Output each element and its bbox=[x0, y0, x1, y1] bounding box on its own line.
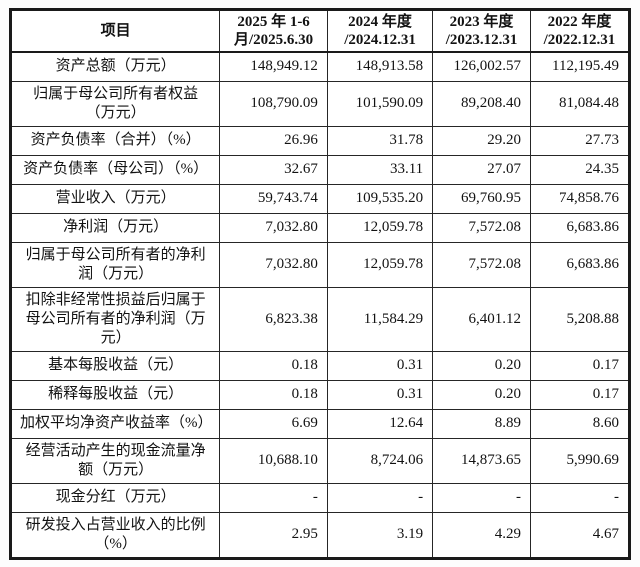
value-cell: 0.18 bbox=[219, 350, 328, 381]
value-cell: - bbox=[326, 482, 434, 513]
table-row: 归属于母公司所有者的净利润（万元） 7,032.80 12,059.78 7,572.… bbox=[9, 241, 631, 288]
value-cell: 29.20 bbox=[432, 125, 531, 156]
value-cell: 0.17 bbox=[529, 350, 631, 381]
table-row: 净利润（万元） 7,032.80 12,059.78 7,572.08 6,683.86 bbox=[9, 212, 631, 243]
table-row: 稀释每股收益（元） 0.18 0.31 0.20 0.17 bbox=[9, 379, 631, 410]
value-cell: 7,032.80 bbox=[219, 241, 328, 288]
row-label: 基本每股收益（元） bbox=[9, 350, 221, 381]
value-cell: 6,401.12 bbox=[432, 286, 531, 352]
row-label: 资产总额（万元） bbox=[9, 51, 221, 82]
value-cell: 112,195.49 bbox=[529, 51, 631, 82]
row-label: 资产负债率（母公司）（%） bbox=[9, 154, 221, 185]
table-row: 资产负债率（母公司）（%） 32.67 33.11 27.07 24.35 bbox=[9, 154, 631, 185]
value-cell: 31.78 bbox=[326, 125, 434, 156]
row-label: 资产负债率（合并）（%） bbox=[9, 125, 221, 156]
value-cell: 5,208.88 bbox=[529, 286, 631, 352]
row-label: 现金分红（万元） bbox=[9, 482, 221, 513]
table-row: 资产负债率（合并）（%） 26.96 31.78 29.20 27.73 bbox=[9, 125, 631, 156]
financial-summary-table: 项目 2025 年 1-6 月/2025.6.30 2024 年度 /2024.… bbox=[9, 8, 631, 560]
value-cell: 7,572.08 bbox=[432, 212, 531, 243]
row-label: 加权平均净资产收益率（%） bbox=[9, 408, 221, 439]
value-cell: 59,743.74 bbox=[219, 183, 328, 214]
header-cell-2023: 2023 年度 /2023.12.31 bbox=[432, 9, 531, 53]
value-cell: - bbox=[219, 482, 328, 513]
value-cell: 27.73 bbox=[529, 125, 631, 156]
value-cell: 24.35 bbox=[529, 154, 631, 185]
value-cell: - bbox=[529, 482, 631, 513]
row-label: 净利润（万元） bbox=[9, 212, 221, 243]
value-cell: 14,873.65 bbox=[432, 437, 531, 484]
value-cell: 8.89 bbox=[432, 408, 531, 439]
value-cell: 27.07 bbox=[432, 154, 531, 185]
value-cell: 33.11 bbox=[326, 154, 434, 185]
row-label: 经营活动产生的现金流量净额（万元） bbox=[9, 437, 221, 484]
value-cell: 0.18 bbox=[219, 379, 328, 410]
header-cell-2024: 2024 年度 /2024.12.31 bbox=[326, 9, 434, 53]
value-cell: 0.20 bbox=[432, 350, 531, 381]
value-cell: 74,858.76 bbox=[529, 183, 631, 214]
header-cell-2022: 2022 年度 /2022.12.31 bbox=[529, 9, 631, 53]
table-row: 加权平均净资产收益率（%） 6.69 12.64 8.89 8.60 bbox=[9, 408, 631, 439]
value-cell: 81,084.48 bbox=[529, 80, 631, 127]
value-cell: 32.67 bbox=[219, 154, 328, 185]
value-cell: 69,760.95 bbox=[432, 183, 531, 214]
value-cell: 12,059.78 bbox=[326, 241, 434, 288]
table-row: 研发投入占营业收入的比例（%） 2.95 3.19 4.29 4.67 bbox=[9, 511, 631, 559]
value-cell: 6,683.86 bbox=[529, 241, 631, 288]
value-cell: 2.95 bbox=[219, 511, 328, 559]
value-cell: 148,913.58 bbox=[326, 51, 434, 82]
value-cell: 148,949.12 bbox=[219, 51, 328, 82]
value-cell: 0.17 bbox=[529, 379, 631, 410]
value-cell: 4.67 bbox=[529, 511, 631, 559]
table-body: 资产总额（万元） 148,949.12 148,913.58 126,002.57 11… bbox=[9, 51, 631, 559]
row-label: 扣除非经常性损益后归属于母公司所有者的净利润（万元） bbox=[9, 286, 221, 352]
table-row: 现金分红（万元） - - - - bbox=[9, 482, 631, 513]
value-cell: 12,059.78 bbox=[326, 212, 434, 243]
row-label: 归属于母公司所有者权益（万元） bbox=[9, 80, 221, 127]
value-cell: 126,002.57 bbox=[432, 51, 531, 82]
table-row: 基本每股收益（元） 0.18 0.31 0.20 0.17 bbox=[9, 350, 631, 381]
row-label: 归属于母公司所有者的净利润（万元） bbox=[9, 241, 221, 288]
value-cell: 5,990.69 bbox=[529, 437, 631, 484]
table-row: 营业收入（万元） 59,743.74 109,535.20 69,760.95 74,8… bbox=[9, 183, 631, 214]
value-cell: 0.31 bbox=[326, 350, 434, 381]
table-row: 经营活动产生的现金流量净额（万元） 10,688.10 8,724.06 14,873… bbox=[9, 437, 631, 484]
row-label: 研发投入占营业收入的比例（%） bbox=[9, 511, 221, 559]
value-cell: 109,535.20 bbox=[326, 183, 434, 214]
header-row: 项目 2025 年 1-6 月/2025.6.30 2024 年度 /2024.… bbox=[9, 9, 631, 53]
value-cell: 12.64 bbox=[326, 408, 434, 439]
value-cell: 7,572.08 bbox=[432, 241, 531, 288]
table-row: 扣除非经常性损益后归属于母公司所有者的净利润（万元） 6,823.38 11,584… bbox=[9, 286, 631, 352]
value-cell: 8,724.06 bbox=[326, 437, 434, 484]
header-cell-item: 项目 bbox=[9, 9, 221, 53]
value-cell: 0.20 bbox=[432, 379, 531, 410]
header-cell-2025: 2025 年 1-6 月/2025.6.30 bbox=[219, 9, 328, 53]
value-cell: 3.19 bbox=[326, 511, 434, 559]
value-cell: 7,032.80 bbox=[219, 212, 328, 243]
value-cell: - bbox=[432, 482, 531, 513]
value-cell: 101,590.09 bbox=[326, 80, 434, 127]
value-cell: 0.31 bbox=[326, 379, 434, 410]
value-cell: 11,584.29 bbox=[326, 286, 434, 352]
value-cell: 26.96 bbox=[219, 125, 328, 156]
row-label: 营业收入（万元） bbox=[9, 183, 221, 214]
value-cell: 8.60 bbox=[529, 408, 631, 439]
value-cell: 6,683.86 bbox=[529, 212, 631, 243]
value-cell: 6.69 bbox=[219, 408, 328, 439]
value-cell: 4.29 bbox=[432, 511, 531, 559]
table-row: 归属于母公司所有者权益（万元） 108,790.09 101,590.09 89,20… bbox=[9, 80, 631, 127]
value-cell: 10,688.10 bbox=[219, 437, 328, 484]
value-cell: 6,823.38 bbox=[219, 286, 328, 352]
table-row: 资产总额（万元） 148,949.12 148,913.58 126,002.57 11… bbox=[9, 51, 631, 82]
row-label: 稀释每股收益（元） bbox=[9, 379, 221, 410]
value-cell: 89,208.40 bbox=[432, 80, 531, 127]
value-cell: 108,790.09 bbox=[219, 80, 328, 127]
